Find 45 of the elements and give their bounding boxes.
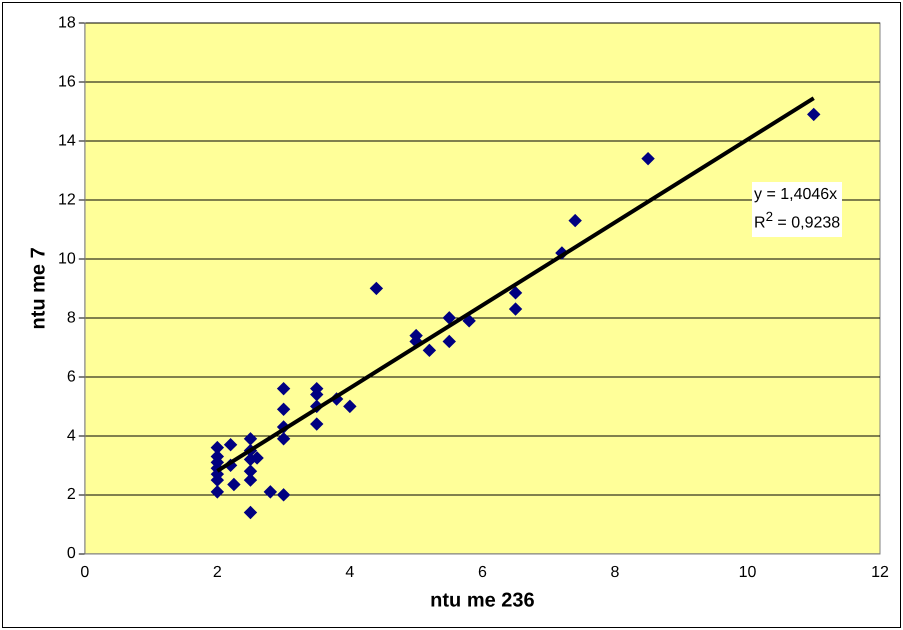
point	[509, 286, 522, 300]
point	[422, 344, 436, 357]
annotation: y = 1,4046x	[754, 185, 838, 206]
point	[277, 382, 290, 396]
point	[343, 400, 356, 413]
x-tick-label: 6	[478, 564, 487, 581]
y-tick-label: 10	[58, 250, 76, 268]
x-axis-title: ntu me 236	[430, 590, 535, 612]
point	[509, 302, 522, 316]
annotation: R$^{2}$ = 0,9238	[754, 208, 840, 234]
y-tick-label: 2	[66, 486, 76, 504]
point	[370, 282, 383, 295]
x-tick-label: 0	[80, 564, 90, 581]
point	[227, 478, 240, 491]
point	[244, 506, 257, 520]
point	[210, 485, 224, 498]
point	[807, 108, 820, 121]
x-tick-label: 12	[871, 564, 889, 581]
point	[210, 441, 224, 454]
y-tick-label: 14	[58, 132, 76, 150]
point	[442, 311, 456, 324]
point	[264, 485, 277, 498]
y-axis-title: ntu me 7	[28, 247, 50, 330]
point	[442, 334, 456, 348]
point	[310, 418, 324, 431]
point	[462, 314, 476, 328]
y-tick-label: 16	[58, 73, 76, 90]
y-tick-label: 8	[66, 309, 76, 326]
x-tick-label: 10	[738, 564, 756, 581]
x-tick-label: 4	[345, 564, 354, 581]
x-tick-label: 2	[212, 564, 222, 581]
point	[277, 402, 290, 416]
point	[224, 438, 238, 452]
y-tick-label: 6	[66, 368, 76, 386]
point	[277, 432, 290, 446]
point	[277, 488, 290, 502]
y-tick-label: 18	[58, 14, 76, 32]
x-tick-label: 8	[610, 564, 620, 581]
point	[244, 432, 257, 446]
y-tick-label: 0	[66, 545, 76, 562]
y-tick-label: 12	[58, 191, 76, 208]
point	[642, 152, 655, 166]
point	[244, 474, 257, 487]
point	[568, 214, 582, 228]
y-tick-label: 4	[66, 427, 76, 444]
